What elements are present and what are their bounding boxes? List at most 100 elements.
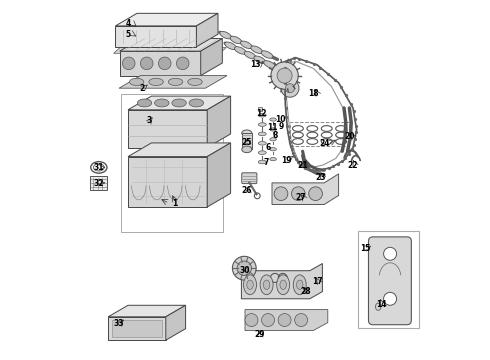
- Text: 8: 8: [272, 131, 277, 140]
- FancyBboxPatch shape: [242, 133, 252, 149]
- Ellipse shape: [258, 151, 266, 154]
- Polygon shape: [128, 110, 207, 148]
- Ellipse shape: [244, 51, 256, 59]
- Ellipse shape: [172, 99, 186, 107]
- Ellipse shape: [292, 187, 305, 201]
- Ellipse shape: [149, 78, 163, 86]
- Ellipse shape: [129, 78, 144, 86]
- Text: 31: 31: [93, 163, 104, 172]
- FancyBboxPatch shape: [368, 237, 411, 325]
- Ellipse shape: [277, 275, 290, 294]
- Polygon shape: [272, 174, 339, 204]
- Circle shape: [277, 68, 292, 83]
- Ellipse shape: [241, 41, 252, 49]
- Text: 26: 26: [242, 186, 252, 195]
- Circle shape: [232, 256, 256, 280]
- Text: 23: 23: [316, 173, 326, 181]
- Ellipse shape: [245, 314, 258, 327]
- Ellipse shape: [296, 280, 303, 289]
- Ellipse shape: [261, 51, 273, 58]
- Polygon shape: [108, 317, 166, 340]
- Ellipse shape: [247, 280, 253, 289]
- Ellipse shape: [169, 78, 183, 86]
- Text: 30: 30: [240, 266, 250, 275]
- Ellipse shape: [258, 141, 266, 145]
- Ellipse shape: [251, 46, 263, 53]
- Text: 25: 25: [241, 138, 251, 147]
- Circle shape: [271, 62, 298, 89]
- Text: 32: 32: [93, 179, 104, 188]
- Circle shape: [286, 84, 294, 93]
- Ellipse shape: [293, 275, 306, 294]
- Ellipse shape: [141, 57, 153, 69]
- Text: 15: 15: [361, 244, 371, 253]
- Text: 12: 12: [256, 109, 267, 118]
- Text: 3: 3: [147, 116, 152, 125]
- Ellipse shape: [270, 138, 276, 141]
- Polygon shape: [120, 51, 201, 76]
- FancyBboxPatch shape: [242, 173, 257, 184]
- Text: 13: 13: [250, 60, 261, 69]
- Ellipse shape: [270, 128, 276, 131]
- Text: 6: 6: [266, 143, 271, 152]
- Ellipse shape: [258, 113, 266, 117]
- Ellipse shape: [254, 56, 266, 64]
- Polygon shape: [128, 96, 231, 110]
- Text: 27: 27: [296, 193, 306, 202]
- Polygon shape: [116, 26, 196, 47]
- Text: 9: 9: [279, 122, 284, 131]
- Ellipse shape: [137, 99, 152, 107]
- Ellipse shape: [270, 157, 276, 161]
- FancyBboxPatch shape: [258, 107, 262, 111]
- Polygon shape: [196, 13, 218, 47]
- Polygon shape: [207, 143, 231, 207]
- Ellipse shape: [235, 47, 246, 54]
- Text: 19: 19: [281, 156, 291, 165]
- Text: 22: 22: [348, 161, 358, 170]
- Polygon shape: [207, 96, 231, 148]
- Ellipse shape: [188, 78, 202, 86]
- Ellipse shape: [242, 130, 252, 136]
- Text: 7: 7: [264, 158, 270, 167]
- Ellipse shape: [280, 280, 286, 289]
- Ellipse shape: [260, 275, 273, 294]
- Ellipse shape: [158, 57, 171, 69]
- Ellipse shape: [274, 187, 288, 201]
- Polygon shape: [108, 305, 186, 317]
- Ellipse shape: [294, 314, 308, 327]
- Text: 11: 11: [267, 123, 278, 132]
- Ellipse shape: [242, 146, 252, 153]
- Ellipse shape: [270, 118, 276, 121]
- Text: 33: 33: [113, 319, 123, 328]
- Text: 20: 20: [344, 132, 355, 141]
- Polygon shape: [245, 310, 328, 330]
- Polygon shape: [128, 143, 231, 157]
- Polygon shape: [120, 39, 222, 51]
- Polygon shape: [114, 48, 226, 53]
- Ellipse shape: [258, 132, 266, 136]
- Text: 10: 10: [275, 115, 285, 124]
- Text: 4: 4: [125, 19, 131, 28]
- Polygon shape: [242, 264, 322, 299]
- Text: 28: 28: [300, 287, 311, 296]
- Polygon shape: [201, 39, 222, 76]
- Text: 1: 1: [172, 199, 177, 208]
- Ellipse shape: [225, 42, 236, 50]
- Ellipse shape: [155, 99, 169, 107]
- Polygon shape: [116, 13, 218, 26]
- Ellipse shape: [220, 31, 231, 39]
- Ellipse shape: [270, 148, 276, 151]
- Circle shape: [384, 247, 396, 260]
- Ellipse shape: [176, 57, 189, 69]
- Ellipse shape: [262, 314, 274, 327]
- Text: 18: 18: [308, 89, 318, 98]
- Ellipse shape: [244, 275, 257, 294]
- Circle shape: [237, 261, 251, 275]
- Circle shape: [384, 292, 396, 305]
- Text: 14: 14: [376, 300, 386, 309]
- Text: 24: 24: [319, 139, 329, 148]
- Ellipse shape: [258, 123, 266, 126]
- Polygon shape: [128, 157, 207, 207]
- Ellipse shape: [230, 36, 242, 44]
- Ellipse shape: [189, 99, 203, 107]
